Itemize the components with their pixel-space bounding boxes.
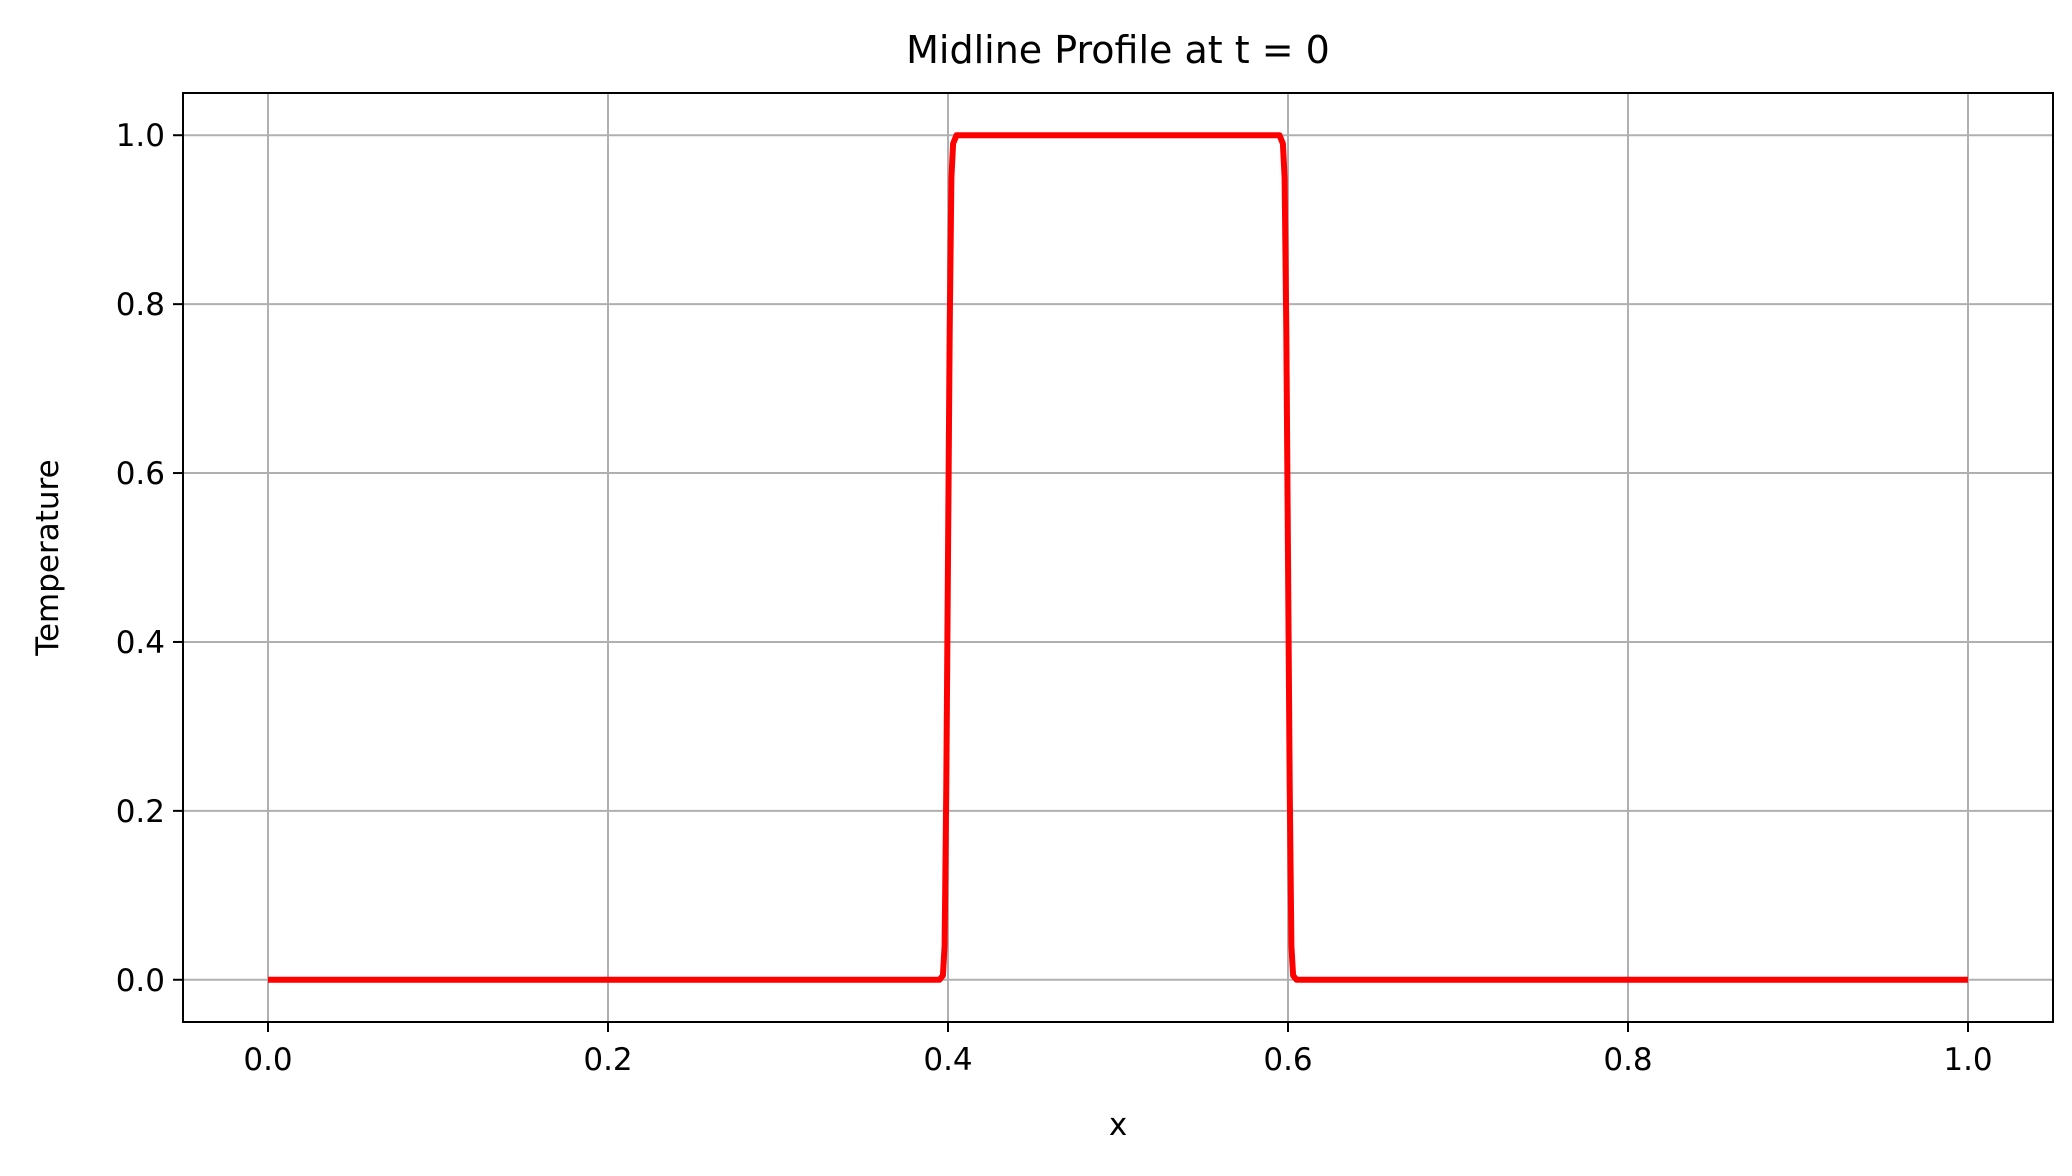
axes-frame	[182, 92, 2054, 1023]
x-tick-label: 0.8	[1603, 1042, 1652, 1078]
ticks: 0.0 0.2 0.4 0.6 0.8 1.0 0.0 0.2 0.4 0.6 0.8 1.0	[116, 118, 1993, 1078]
x-tick-label: 0.6	[1263, 1042, 1312, 1078]
y-tick-label: 0.2	[116, 794, 165, 830]
y-tick-label: 0.0	[116, 963, 165, 999]
x-tick-label: 1.0	[1943, 1042, 1992, 1078]
y-tick-label: 0.8	[116, 287, 165, 323]
series-line-0	[268, 132, 1968, 983]
y-tick-label: 0.6	[116, 456, 165, 492]
y-axis-label: Temperature	[30, 459, 66, 656]
x-tick-label: 0.4	[923, 1042, 972, 1078]
y-tick-label: 1.0	[116, 118, 165, 154]
x-tick-label: 0.2	[583, 1042, 632, 1078]
y-tick-label: 0.4	[116, 625, 165, 661]
series-layer	[268, 132, 1968, 983]
chart-title: Midline Profile at t = 0	[906, 28, 1330, 72]
x-axis-label: x	[1109, 1107, 1127, 1143]
x-tick-label: 0.0	[243, 1042, 292, 1078]
